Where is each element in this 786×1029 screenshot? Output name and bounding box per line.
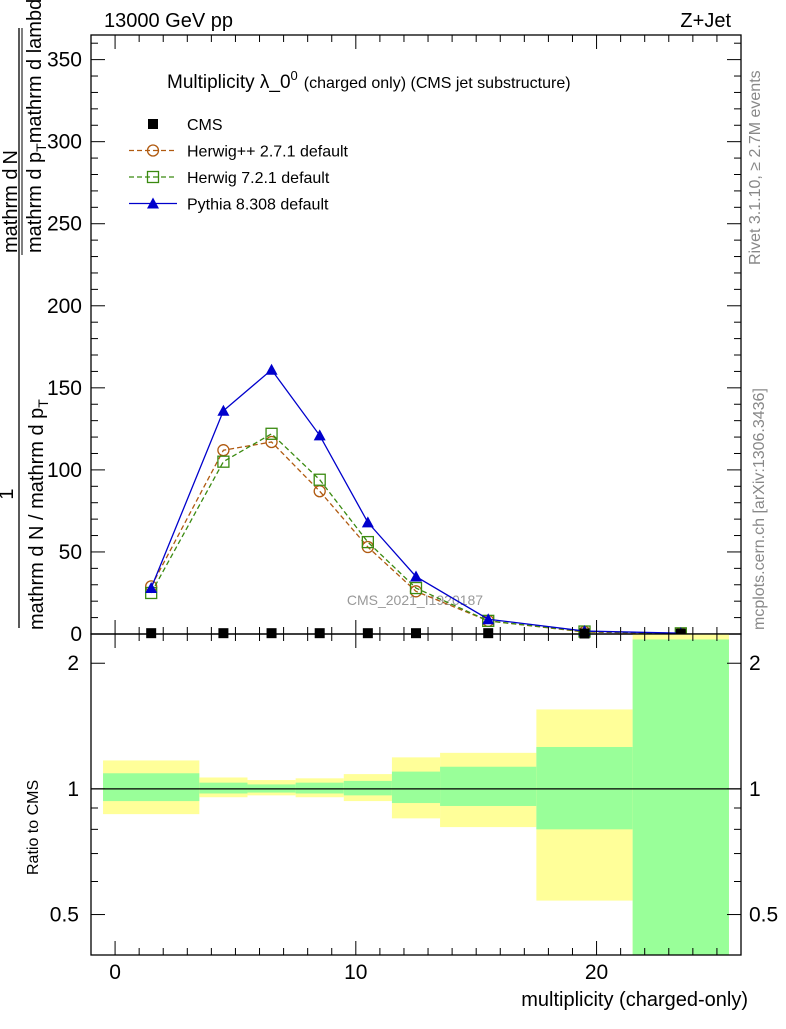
data-point [313, 485, 326, 498]
legend-entry: Herwig++ 2.7.1 default [129, 144, 349, 161]
ratio-band-inner [391, 771, 441, 804]
legend: CMS Herwig++ 2.7.1 default Herwig 7.2.1 de… [129, 117, 349, 214]
ylabel-numerator-one: 1 [0, 488, 18, 499]
data-point [361, 535, 375, 549]
y-tick-label: 250 [47, 213, 82, 236]
ratio-band-inner [295, 782, 344, 794]
y-tick-label: 50 [59, 541, 82, 564]
data-point [218, 628, 229, 639]
data-point [146, 628, 157, 639]
data-point [483, 628, 494, 639]
ratio-band-inner [199, 782, 248, 794]
main-panel: 0 50 100 150 200 250 300 350 [47, 34, 742, 646]
chart-title: Multiplicity λ_00 (charged only) (CMS jet… [167, 68, 571, 93]
data-point [265, 427, 278, 440]
legend-entry: Herwig 7.2.1 default [129, 170, 330, 187]
x-tick-label: 20 [585, 961, 608, 984]
ratio-y-tick-label: 1 [67, 778, 79, 801]
legend-label: Herwig 7.2.1 default [187, 170, 330, 187]
rivet-label: Rivet 3.1.10, ≥ 2.7M events [747, 70, 764, 265]
ratio-panel: 0 10 20 0.5 0.5 1 1 2 2 [50, 35, 778, 984]
ratio-band-inner [103, 773, 200, 802]
ylabel-numerator: mathrm dN [0, 150, 22, 253]
legend-label: CMS [187, 117, 223, 134]
ratio-ylabel: Ratio to CMS [25, 780, 42, 875]
ratio-y-tick-label-right: 2 [749, 652, 761, 675]
data-point [411, 628, 421, 639]
y-tick-label: 150 [47, 377, 82, 400]
data-point [361, 516, 374, 528]
ratio-band-inner [536, 746, 633, 830]
data-point [409, 581, 423, 595]
header-left: 13000 GeV pp [104, 10, 233, 32]
ratio-y-tick-label: 0.5 [50, 904, 79, 927]
ratio-band-inner [343, 780, 392, 796]
data-point [313, 429, 326, 441]
data-point [362, 628, 373, 639]
ratio-y-tick-label: 2 [67, 652, 79, 675]
ratio-band-inner [440, 766, 537, 806]
y-tick-label: 350 [47, 49, 82, 72]
legend-marker [148, 119, 158, 129]
xlabel: multiplicity (charged-only) [521, 989, 748, 1011]
data-point [482, 613, 495, 625]
legend-entry: CMS [148, 117, 223, 134]
legend-marker [146, 170, 160, 184]
series-line [150, 432, 681, 634]
data-point [410, 570, 422, 582]
header-right: Z+Jet [680, 10, 731, 32]
y-tick-label: 200 [47, 295, 82, 318]
data-point [217, 404, 230, 416]
y-tick-label: 0 [70, 623, 82, 646]
ratio-band-inner [632, 639, 729, 955]
ratio-y-tick-label-right: 1 [749, 778, 761, 801]
data-point [314, 628, 325, 639]
legend-marker [147, 197, 159, 209]
y-tick-label: 100 [47, 459, 82, 482]
data-point [266, 628, 277, 639]
legend-label: Pythia 8.308 default [187, 197, 329, 214]
legend-marker [146, 144, 160, 157]
x-tick-label: 0 [109, 961, 121, 984]
mcplots-label: mcplots.cern.ch [arXiv:1306.3436] [751, 388, 768, 630]
ratio-frame [90, 633, 742, 956]
data-point [145, 582, 158, 594]
data-point [265, 363, 278, 375]
data-point [217, 455, 230, 468]
ylabel-left-denominator: mathrm d N / mathrm d pT [26, 399, 51, 630]
y-tick-label: 300 [47, 131, 82, 154]
ylabel-denominator: mathrm d pTmathrm d lambda [24, 0, 49, 253]
legend-entry: Pythia 8.308 default [129, 197, 329, 214]
series-herwig-7-2-1-default [145, 427, 687, 640]
x-tick-label: 10 [344, 961, 367, 984]
watermark: CMS_2021_I1920187 [347, 592, 483, 608]
main-ylabel: 1 mathrm d N / mathrm d pT mathrm dN mat… [0, 0, 51, 630]
ratio-y-tick-label-right: 0.5 [749, 904, 778, 927]
legend-label: Herwig++ 2.7.1 default [187, 144, 349, 161]
data-point [265, 435, 278, 449]
data-point [313, 473, 326, 486]
